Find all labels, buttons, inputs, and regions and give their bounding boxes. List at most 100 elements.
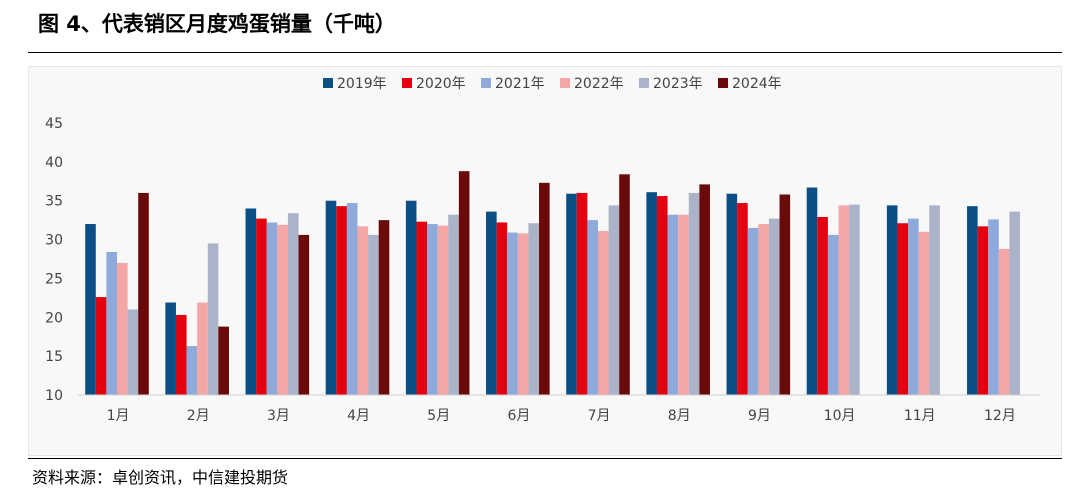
bar-2024年-8月	[699, 184, 710, 395]
bar-2019年-5月	[405, 200, 417, 395]
x-tick-label: 2月	[187, 408, 210, 424]
legend-label: 2022年	[574, 76, 624, 92]
bar-2022年-11月	[918, 231, 930, 395]
bar-2023年-10月	[849, 204, 860, 395]
bar-2024年-5月	[458, 171, 470, 395]
x-tick-label: 4月	[347, 408, 370, 424]
x-tick-label: 6月	[507, 408, 530, 424]
bar-2020年-11月	[897, 223, 909, 395]
bar-2019年-2月	[165, 302, 176, 395]
bar-2024年-3月	[298, 234, 310, 395]
bar-2023年-9月	[768, 218, 780, 395]
bar-2020年-4月	[336, 206, 347, 395]
bar-2020年-8月	[656, 196, 668, 395]
legend-label: 2019年	[337, 76, 387, 92]
bar-2019年-3月	[245, 208, 257, 395]
bar-2024年-6月	[539, 182, 550, 395]
legend-swatch	[323, 78, 333, 88]
bar-2020年-12月	[977, 226, 989, 395]
bar-2022年-7月	[598, 231, 609, 395]
legend-swatch	[481, 78, 491, 88]
y-tick-label: 40	[45, 155, 63, 171]
bar-2021年-3月	[266, 222, 278, 395]
x-tick-label: 5月	[427, 408, 450, 424]
legend-label: 2023年	[653, 76, 703, 92]
bar-2020年-3月	[256, 218, 267, 395]
bar-2019年-10月	[806, 187, 818, 395]
bar-2022年-12月	[998, 248, 1010, 395]
source-note: 资料来源：卓创资讯，中信建投期货	[32, 468, 289, 487]
bar-2024年-7月	[619, 174, 630, 395]
y-tick-label: 25	[45, 271, 63, 287]
bar-2020年-7月	[576, 192, 588, 395]
x-tick-label: 1月	[107, 408, 130, 424]
bar-2021年-7月	[587, 220, 598, 395]
x-tick-label: 8月	[668, 408, 691, 424]
y-tick-label: 45	[45, 116, 63, 132]
bar-2023年-1月	[127, 309, 139, 395]
legend-swatch	[718, 78, 728, 88]
x-tick-label: 7月	[588, 408, 611, 424]
bar-2020年-9月	[737, 203, 748, 395]
y-tick-label: 10	[45, 388, 63, 404]
bar-2020年-5月	[416, 221, 428, 395]
bar-2021年-1月	[106, 252, 117, 395]
bar-2023年-5月	[448, 214, 459, 395]
bar-2023年-6月	[528, 223, 540, 395]
bar-2023年-7月	[608, 205, 620, 395]
bar-2022年-9月	[758, 224, 769, 395]
legend-swatch	[402, 78, 412, 88]
bar-2023年-11月	[929, 205, 940, 395]
bar-2021年-8月	[667, 214, 679, 395]
bar-2021年-6月	[507, 232, 518, 395]
bar-2022年-2月	[197, 302, 208, 395]
bar-2023年-12月	[1009, 211, 1021, 395]
bars	[85, 171, 1021, 395]
bar-2022年-6月	[517, 233, 529, 395]
bar-2023年-4月	[368, 234, 379, 395]
bar-2019年-9月	[726, 193, 738, 395]
bar-2019年-8月	[646, 192, 657, 395]
top-rule	[28, 52, 1062, 53]
x-tick-label: 10月	[824, 408, 856, 424]
bar-2021年-2月	[186, 346, 198, 395]
bar-2023年-3月	[287, 213, 299, 395]
bar-2021年-10月	[827, 234, 839, 395]
legend: 2019年 2020年 2021年 2022年 2023年 2024年	[323, 76, 782, 92]
bar-2022年-8月	[678, 214, 689, 395]
bar-2024年-9月	[779, 194, 791, 395]
bar-2019年-11月	[886, 205, 898, 395]
x-tick-label: 9月	[748, 408, 771, 424]
bar-2021年-9月	[747, 227, 759, 395]
bar-2024年-1月	[138, 192, 149, 395]
bar-2021年-11月	[908, 218, 919, 395]
bar-2021年-4月	[346, 203, 358, 395]
bar-2019年-7月	[566, 193, 577, 395]
bar-2024年-4月	[378, 220, 390, 395]
bar-2022年-3月	[277, 224, 288, 395]
bar-2020年-1月	[95, 297, 107, 395]
bar-2019年-4月	[325, 200, 337, 395]
legend-label: 2024年	[732, 76, 782, 92]
bar-2020年-10月	[817, 217, 828, 395]
bar-2022年-10月	[838, 205, 850, 395]
bar-2022年-5月	[437, 225, 449, 395]
legend-swatch	[560, 78, 570, 88]
y-tick-label: 20	[45, 310, 63, 326]
bar-2023年-8月	[688, 192, 700, 395]
legend-swatch	[639, 78, 649, 88]
y-axis: 10 15 20 25 30 35 40 45	[45, 116, 63, 404]
legend-label: 2021年	[495, 76, 545, 92]
bar-2019年-12月	[967, 206, 978, 395]
bar-2020年-2月	[175, 314, 187, 395]
bar-2022年-1月	[117, 262, 128, 395]
bar-2021年-12月	[988, 219, 999, 395]
bar-2020年-6月	[496, 222, 508, 395]
bar-2022年-4月	[357, 226, 369, 395]
y-tick-label: 30	[45, 233, 63, 249]
bottom-rule	[28, 458, 1062, 459]
legend-label: 2020年	[416, 76, 466, 92]
y-tick-label: 35	[45, 194, 63, 210]
chart-title: 图 4、代表销区月度鸡蛋销量（千吨）	[38, 12, 396, 36]
